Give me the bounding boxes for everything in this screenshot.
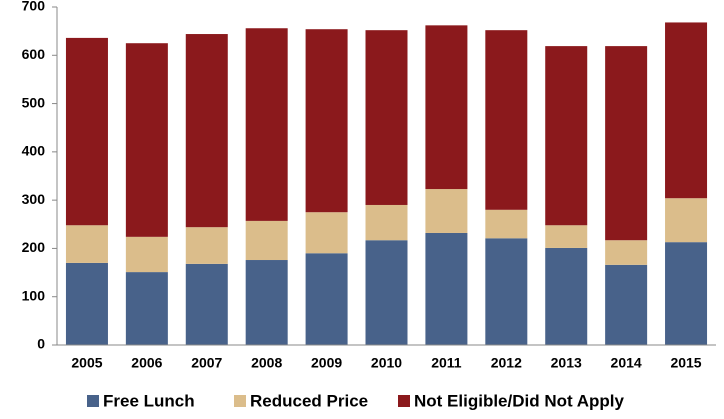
bar-segment [605,46,648,241]
bar-segment [245,260,288,345]
bar-segment [605,264,648,345]
x-tick-label: 2008 [251,355,282,371]
legend-swatch [87,395,99,407]
legend-swatch [398,395,410,407]
bar-segment [65,225,108,263]
bar-segment [665,22,708,199]
bar-segment [245,28,288,221]
bar-segment [65,262,108,345]
y-tick-label: 600 [22,46,46,62]
x-tick-label: 2006 [131,355,162,371]
bar-segment [185,227,228,264]
bar-segment [545,46,588,226]
x-tick-label: 2011 [431,355,462,371]
bar-segment [125,272,168,345]
bar-segment [305,29,348,213]
bar-segment [185,34,228,228]
bar-segment [365,240,408,345]
x-tick-label: 2005 [71,355,102,371]
bar-segment [305,253,348,345]
bar-segment [365,30,408,205]
bar-segment [425,232,468,345]
legend-label: Free Lunch [103,391,195,410]
y-tick-label: 0 [37,336,45,352]
legend-label: Reduced Price [250,391,368,410]
y-tick-label: 100 [22,287,46,303]
bar-segment [545,225,588,248]
x-tick-label: 2012 [491,355,522,371]
x-tick-label: 2009 [311,355,342,371]
bar-segment [125,236,168,273]
y-tick-label: 700 [22,0,46,14]
bar-segment [485,209,528,239]
bar-segment [665,242,708,345]
x-tick-label: 2010 [371,355,402,371]
bar-segment [185,263,228,345]
bar-segment [425,25,468,190]
bar-segment [425,189,468,233]
bar-segment [65,37,108,226]
legend-label: Not Eligible/Did Not Apply [414,391,625,410]
bar-segment [485,30,528,210]
bar-segment [125,43,168,237]
bar-segment [365,204,408,241]
x-tick-label: 2007 [191,355,222,371]
bar-segment [545,247,588,345]
y-tick-label: 400 [22,143,46,159]
bar-segment [605,240,648,265]
x-tick-label: 2015 [670,355,701,371]
y-tick-label: 200 [22,239,46,255]
x-tick-label: 2014 [611,355,642,371]
bar-segment [485,238,528,345]
bar-segment [665,198,708,243]
x-tick-label: 2013 [551,355,582,371]
legend-swatch [234,395,246,407]
y-tick-label: 500 [22,94,46,110]
y-tick-label: 300 [22,191,46,207]
bar-segment [245,220,288,261]
bar-segment [305,212,348,254]
